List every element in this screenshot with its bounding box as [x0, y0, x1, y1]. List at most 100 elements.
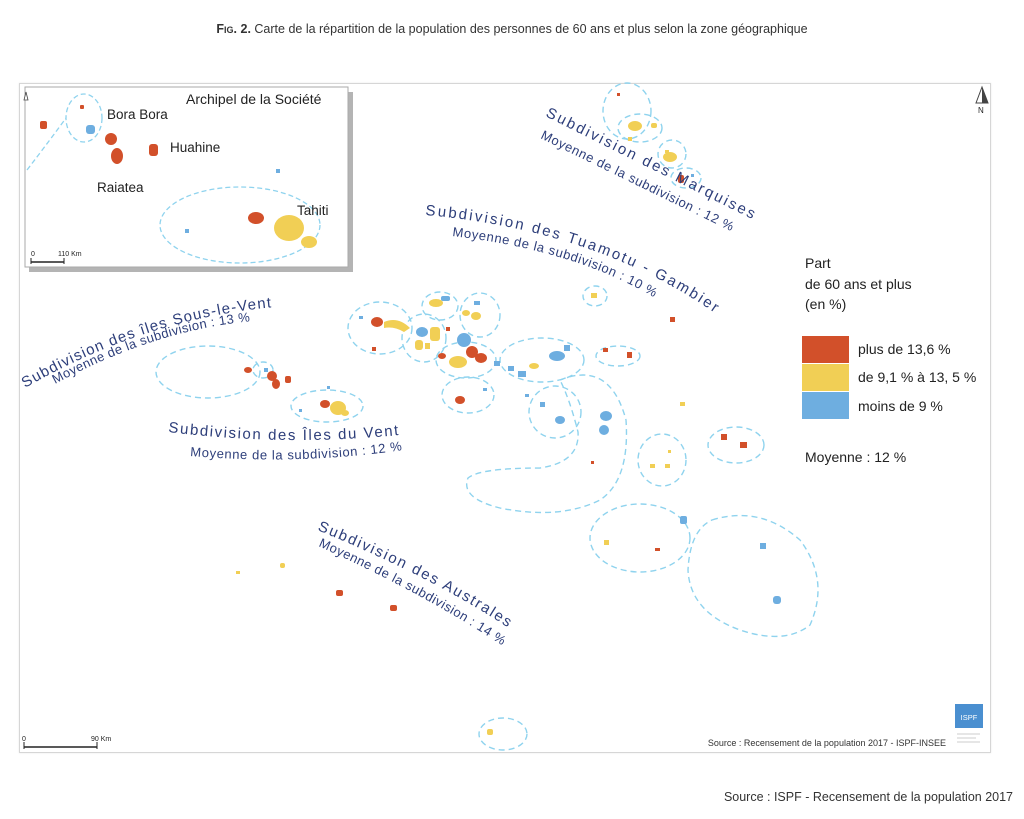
outline-tuamotu-east — [466, 374, 628, 514]
label-australes-mean: Moyenne de la subdivision : 14 % — [317, 535, 509, 648]
legend-swatch-high — [802, 336, 849, 363]
figure-title: Carte de la répartition de la population… — [254, 22, 808, 36]
island-tua-ad — [525, 394, 529, 397]
island-tua-a — [591, 293, 597, 298]
outline-maupiti — [252, 361, 274, 379]
outline-tuamotu-a — [347, 301, 413, 355]
legend-label-high: plus de 13,6 % — [858, 341, 951, 357]
outline-tuamotu-k — [637, 433, 687, 487]
inset-island-tahiti-nui — [274, 215, 304, 241]
inset-map: Archipel de la Société Bora Bora Huahine… — [23, 86, 353, 272]
island-aus-a — [236, 571, 240, 574]
island-tua-o — [446, 327, 450, 331]
island-marq-nuku-hiva — [628, 121, 642, 131]
inset-label-bora-bora: Bora Bora — [107, 107, 168, 122]
island-tua-r — [466, 346, 478, 358]
outline-iles-du-vent — [290, 389, 364, 423]
label-iles-du-vent: Subdivision des Îles du Vent — [168, 419, 401, 444]
island-gambier-a — [721, 434, 727, 440]
island-tua-rangiroa-y — [384, 320, 410, 332]
island-tua-ah — [599, 425, 609, 435]
island-marq-fatu-hiva — [678, 175, 684, 183]
island-tua-z — [603, 348, 608, 352]
island-marq-s — [691, 174, 694, 177]
island-tua-e — [429, 299, 443, 307]
island-tua-w — [529, 363, 539, 369]
legend-swatch-low — [802, 392, 849, 419]
inset-island-bora-a — [80, 105, 84, 109]
island-tua-ak — [665, 464, 670, 468]
inset-island-raiatea — [111, 148, 123, 164]
island-tua-ab — [455, 396, 465, 404]
island-aus-g — [680, 516, 687, 524]
island-idv-moorea — [320, 400, 330, 408]
island-tua-v — [518, 371, 526, 377]
island-tua-s — [475, 353, 487, 363]
islands — [236, 93, 781, 735]
island-aus-d — [390, 605, 397, 611]
outline-rapa-zone — [687, 514, 819, 638]
north-arrow: N — [975, 85, 989, 115]
inset-title: Archipel de la Société — [186, 91, 322, 107]
island-marq-ua-huka — [651, 123, 657, 128]
inset-island-tupai — [276, 169, 280, 173]
island-tua-ae — [540, 402, 545, 407]
label-marquises: Subdivision des Marquises — [543, 104, 760, 223]
inset-island-moorea — [248, 212, 264, 224]
island-tua-ag — [600, 411, 612, 421]
island-aus-i — [773, 596, 781, 604]
label-australes: Subdivision des Australes — [316, 518, 517, 632]
inset-island-bora-b — [86, 125, 95, 134]
label-australes-text: Subdivision des Australes — [316, 518, 515, 632]
island-tua-g — [474, 301, 480, 305]
legend-label-mid: de 9,1 % à 13, 5 % — [858, 369, 976, 385]
label-marquises-text: Subdivision des Marquises — [543, 104, 758, 223]
island-aus-c — [336, 590, 343, 596]
island-tua-f — [441, 296, 450, 301]
island-slv-c — [267, 371, 277, 381]
island-tua-j — [416, 327, 428, 337]
outline-tuamotu-b — [421, 291, 459, 321]
island-tua-b — [670, 317, 675, 322]
island-tua-c — [372, 347, 376, 351]
legend-label-low: moins de 9 % — [858, 398, 943, 414]
island-tua-d — [359, 316, 363, 319]
island-marq-hiva-oa — [663, 152, 677, 162]
island-aus-h — [760, 543, 766, 549]
legend-swatch-mid — [802, 364, 849, 391]
island-tua-am — [591, 461, 594, 464]
island-tua-k — [430, 327, 440, 341]
inset-outline-tahiti — [159, 186, 321, 264]
outline-tuamotu-g — [441, 376, 495, 414]
island-marq-1 — [617, 93, 620, 96]
inset-north-arrow — [23, 91, 29, 101]
zone-outlines — [155, 82, 819, 751]
legend: Part de 60 ans et plus (en %) plus de 13… — [802, 255, 976, 465]
inset-scale-end: 110 Km — [58, 251, 82, 258]
island-tua-n — [457, 333, 471, 347]
island-tua-x — [549, 351, 565, 361]
label-marquises-mean: Moyenne de la subdivision : 12 % — [539, 127, 737, 234]
scale-start: 0 — [22, 736, 26, 743]
inset-label-raiatea: Raiatea — [97, 180, 144, 195]
outline-tuamotu-h — [528, 385, 582, 439]
figure-caption: Fig. 2. Carte de la répartition de la po… — [0, 22, 1024, 36]
island-aus-j — [487, 729, 493, 735]
island-tua-q — [449, 356, 467, 368]
island-tua-al — [668, 450, 671, 453]
island-tua-l — [415, 340, 423, 350]
outline-rapa — [478, 717, 528, 751]
island-tua-h — [462, 310, 470, 316]
scale-bar: 0 90 Km — [22, 736, 111, 749]
inset-label-tahiti: Tahiti — [297, 203, 329, 218]
island-tua-y — [564, 345, 570, 351]
outline-tuamotu-j — [595, 345, 641, 367]
north-label: N — [978, 106, 984, 115]
island-tua-ac — [483, 388, 487, 391]
inset-island-tahaa — [105, 133, 117, 145]
outline-tuamotu-f — [499, 337, 585, 383]
label-marquises-mean-text: Moyenne de la subdivision : 12 % — [539, 127, 737, 234]
outline-marquises-north — [602, 82, 652, 140]
figure-label: Fig. 2. — [216, 22, 251, 36]
